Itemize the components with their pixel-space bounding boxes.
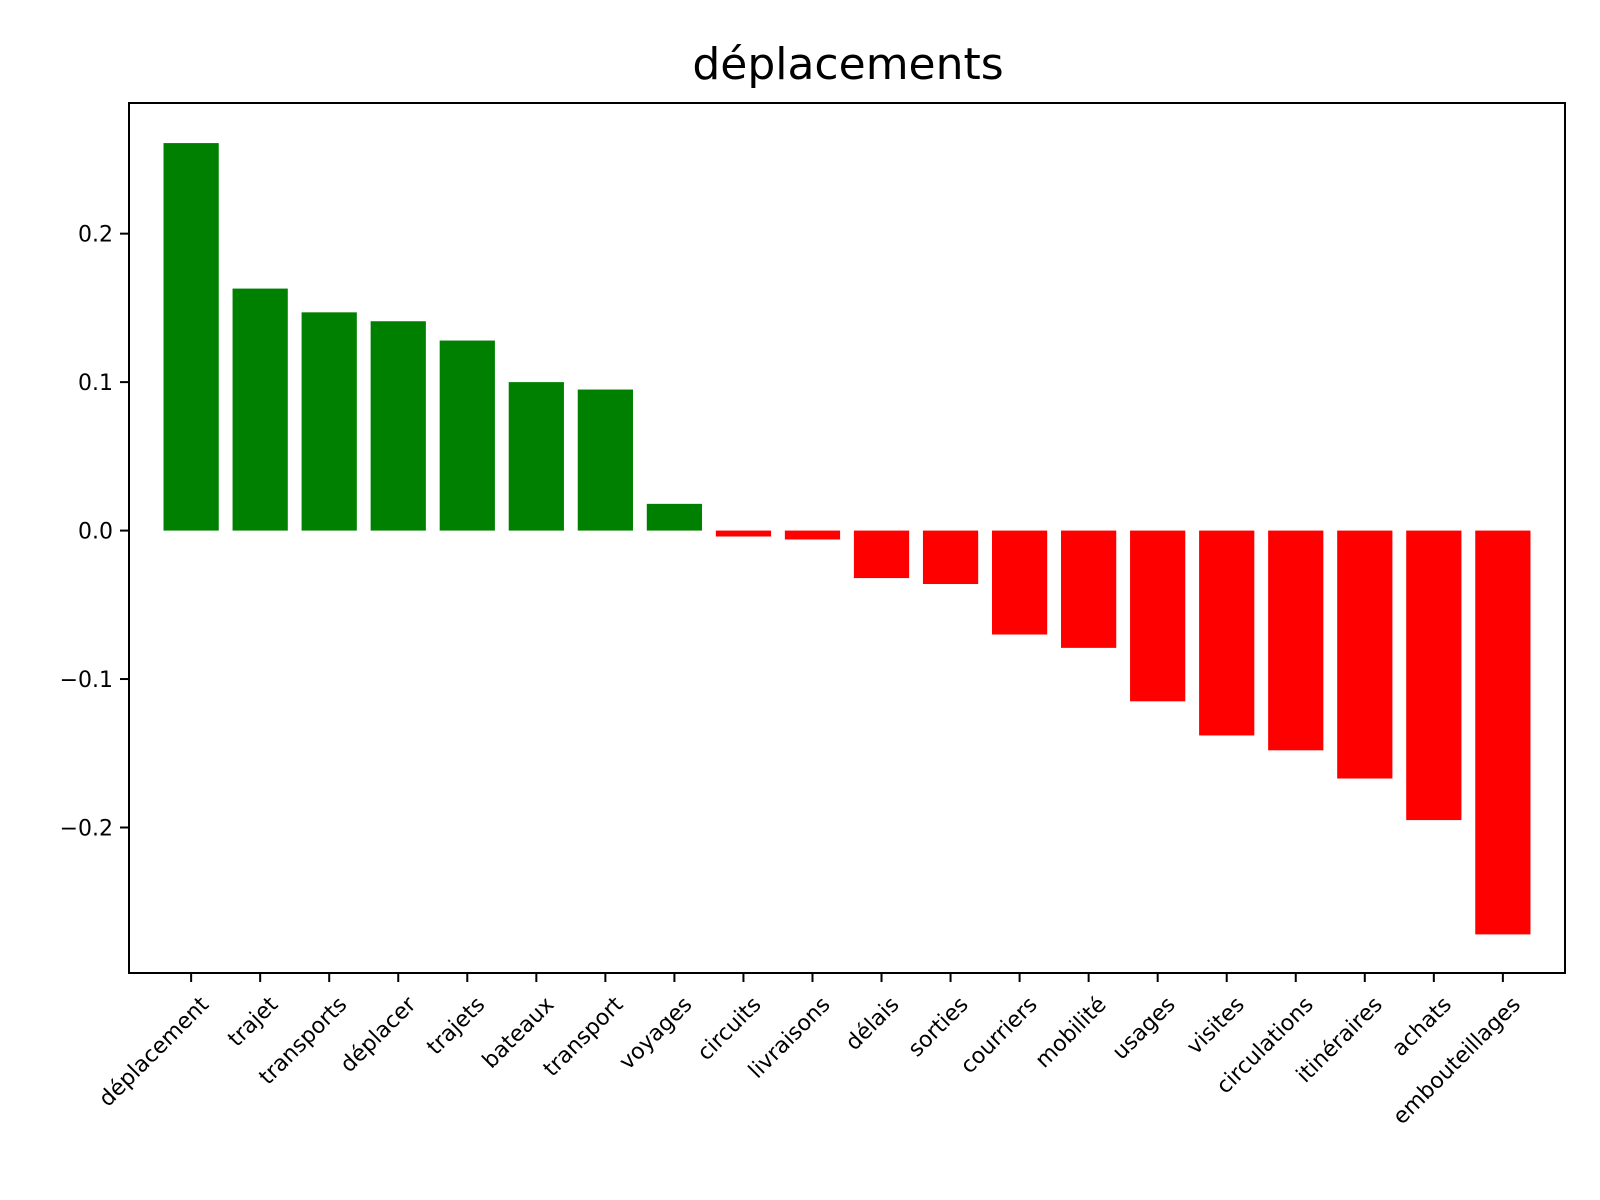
x-tick-label: visites bbox=[1182, 992, 1249, 1059]
bar-voyages bbox=[646, 503, 703, 531]
x-tick-label: déplacement bbox=[94, 992, 214, 1112]
bar-bateaux bbox=[508, 382, 564, 531]
x-tick-label: trajets bbox=[422, 992, 490, 1060]
plot-frame bbox=[128, 102, 1566, 974]
y-tick-label: 0.2 bbox=[78, 223, 113, 248]
y-tick-label: −0.2 bbox=[60, 817, 113, 842]
bars-group bbox=[163, 143, 1531, 935]
bar-transports bbox=[301, 312, 357, 531]
bar-courriers bbox=[991, 530, 1048, 635]
bar-déplacement bbox=[163, 143, 219, 531]
bar-trajet bbox=[232, 288, 288, 531]
x-tick-label: voyages bbox=[615, 992, 698, 1075]
x-tick-label: usages bbox=[1108, 992, 1181, 1065]
y-tick-label: −0.1 bbox=[60, 668, 113, 693]
bar-transport bbox=[577, 389, 633, 531]
x-tick-label: délais bbox=[841, 992, 904, 1055]
bar-itinéraires bbox=[1337, 530, 1393, 779]
bar-embouteillages bbox=[1475, 530, 1531, 935]
x-tick-label: achats bbox=[1387, 992, 1456, 1061]
bar-circulations bbox=[1268, 530, 1324, 751]
y-tick-label: 0.1 bbox=[78, 371, 113, 396]
bar-déplacer bbox=[370, 321, 426, 531]
x-tick-label: mobilité bbox=[1031, 992, 1112, 1073]
bar-usages bbox=[1130, 530, 1186, 702]
y-tick-label: 0.0 bbox=[78, 520, 113, 545]
x-tick-label: sorties bbox=[904, 992, 974, 1062]
bar-livraisons bbox=[784, 530, 841, 540]
bar-visites bbox=[1199, 530, 1255, 736]
bar-délais bbox=[853, 530, 910, 579]
bar-circuits bbox=[715, 530, 772, 537]
bar-trajets bbox=[439, 340, 495, 531]
y-axis: −0.2 −0.1 0.0 0.1 0.2 bbox=[60, 223, 129, 842]
bar-mobilité bbox=[1061, 530, 1117, 648]
x-tick-label: courriers bbox=[956, 992, 1043, 1079]
x-tick-label: déplacer bbox=[336, 992, 422, 1078]
x-tick-label: trajet bbox=[223, 992, 283, 1052]
chart-title: déplacements bbox=[692, 39, 1003, 90]
bar-sorties bbox=[922, 530, 979, 585]
x-tick-label: embouteillages bbox=[1388, 992, 1525, 1129]
bar-achats bbox=[1406, 530, 1462, 821]
